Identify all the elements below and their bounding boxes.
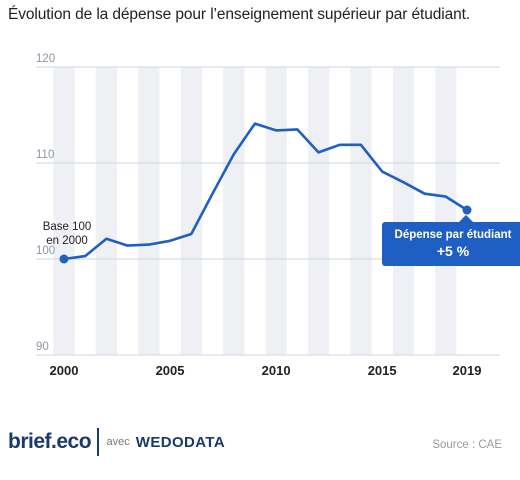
y-tick-label: 100 (36, 245, 55, 257)
footer-brand: brief.eco avec WEDODATA (8, 428, 225, 456)
brief-eco-logo[interactable]: brief.eco (8, 430, 92, 453)
avec-label: avec (106, 436, 130, 448)
callout-box (382, 222, 520, 267)
y-tick-label: 120 (36, 53, 55, 65)
series-line (62, 122, 469, 261)
year-band (95, 67, 118, 355)
x-tick-label: 2015 (368, 363, 397, 378)
x-tick-label: 2019 (453, 363, 482, 378)
line-chart: 90 100 110 120 2000 2005 2010 2015 2019 Base 100 e… (36, 53, 520, 378)
year-band (265, 67, 287, 355)
annotation-text: en 2000 (46, 235, 88, 247)
year-band (180, 67, 202, 355)
x-tick-label: 2000 (50, 363, 79, 378)
year-band (223, 67, 245, 355)
y-tick-label: 110 (36, 149, 54, 161)
year-band (435, 67, 457, 355)
y-tick-label: 90 (36, 341, 49, 353)
year-band (350, 67, 372, 355)
brand-separator (97, 428, 99, 456)
end-point (462, 205, 472, 215)
year-band (138, 67, 160, 355)
x-tick-label: 2010 (262, 363, 291, 378)
chart-title: Évolution de la dépense pour l’enseignem… (8, 6, 471, 23)
year-band (392, 67, 414, 355)
callout-pointer (459, 215, 473, 223)
year-band (307, 67, 330, 355)
callout-text: +5 % (437, 243, 470, 259)
x-tick-label: 2005 (156, 363, 185, 378)
start-point (59, 254, 69, 264)
source-label: Source : CAE (432, 439, 502, 451)
callout-text: Dépense par étudiant (395, 229, 512, 241)
annotation-text: Base 100 (43, 221, 92, 233)
year-band (53, 67, 75, 355)
wedodata-logo[interactable]: WEDODATA (135, 433, 226, 451)
